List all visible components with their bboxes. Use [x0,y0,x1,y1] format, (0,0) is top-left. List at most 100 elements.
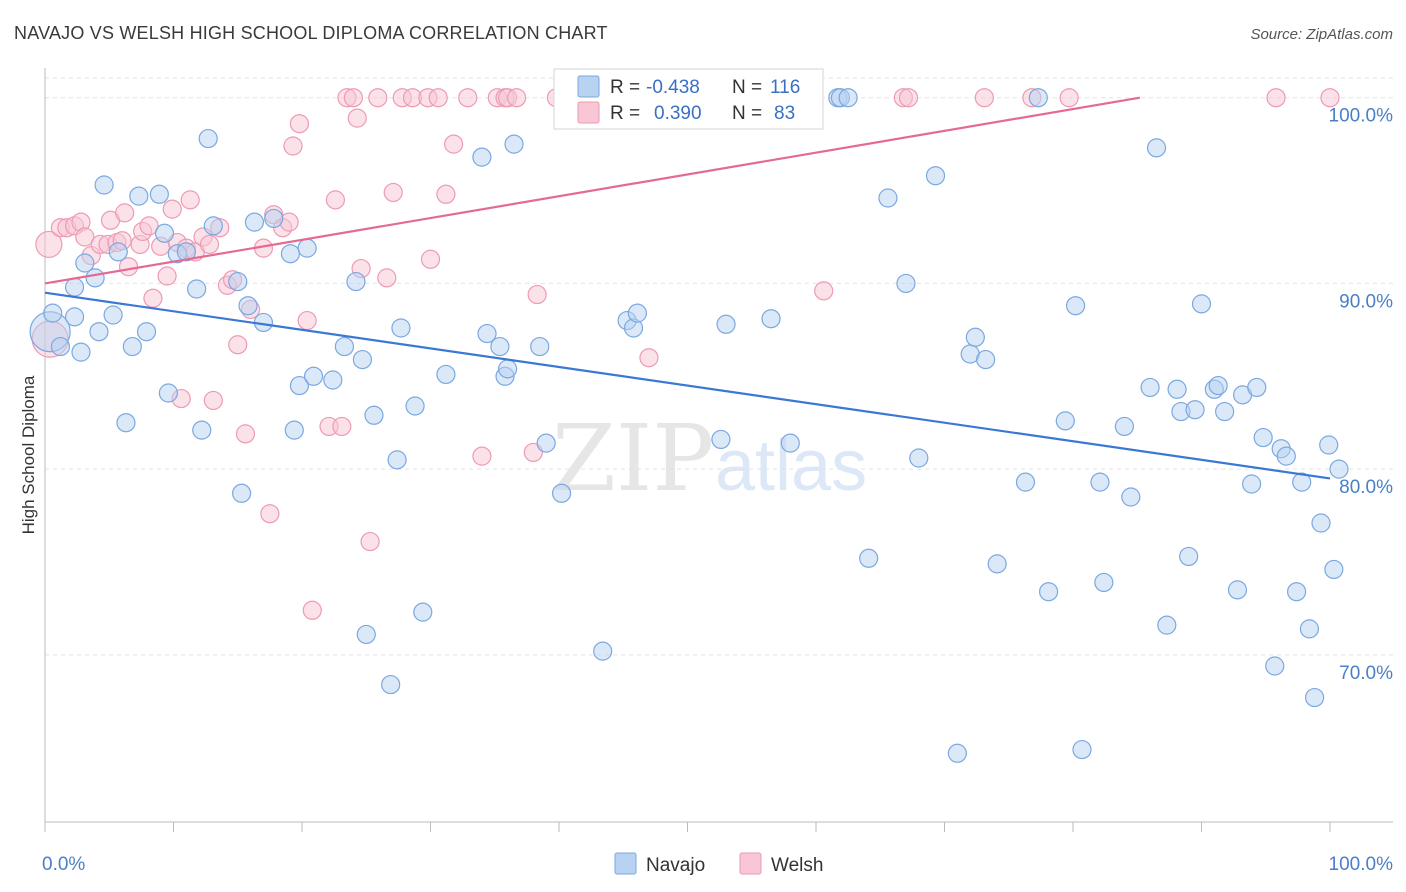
welsh-trend-line [44,96,1141,285]
series-legend-welsh-label: Welsh [771,855,823,876]
stats-legend-navajo-r-label: R = [610,77,640,98]
welsh-point-64 [472,446,492,466]
welsh-point-47 [332,416,352,437]
welsh-point-29 [203,390,223,411]
welsh-point-83 [1320,88,1340,108]
welsh-point-70 [527,284,547,305]
navajo-point-110 [1299,619,1320,639]
navajo-point-33 [289,375,310,396]
navajo-point-39 [352,349,372,370]
navajo-point-90 [1146,138,1167,158]
welsh-point-49 [343,88,363,108]
navajo-point-25 [228,271,248,292]
navajo-point-73 [925,166,946,186]
navajo-point-84 [1072,739,1092,760]
navajo-point-30 [264,208,284,229]
navajo-point-103 [1247,377,1267,398]
navajo-point-74 [947,743,967,763]
navajo-point-4 [64,277,85,297]
navajo-point-100 [1227,580,1248,600]
navajo-point-57 [593,641,613,661]
navajo-point-85 [1090,472,1110,492]
navajo-point-27 [238,296,258,316]
navajo-point-111 [1304,687,1325,708]
navajo-point-112 [1311,513,1331,533]
welsh-point-81 [1059,88,1079,108]
navajo-point-16 [149,184,169,204]
welsh-point-17 [139,216,159,236]
welsh-point-78 [898,88,919,108]
navajo-point-31 [280,244,301,264]
welsh-point-20 [157,266,177,286]
navajo-point-65 [780,433,800,453]
series-legend: Navajo Welsh [614,852,823,876]
welsh-point-61 [436,184,456,204]
navajo-point-107 [1276,446,1296,466]
navajo-point-88 [1121,487,1141,507]
welsh-point-42 [289,114,310,134]
navajo-point-9 [94,175,114,195]
navajo-point-98 [1208,375,1228,396]
navajo-point-14 [129,186,149,206]
chart-title: NAVAJO VS WELSH HIGH SCHOOL DIPLOMA CORR… [14,23,608,43]
navajo-point-54 [530,336,550,357]
stats-legend-welsh-r-label: R = [610,103,640,124]
series-legend-welsh-swatch [739,852,762,875]
y-tick-label-0: 70.0% [1339,663,1393,684]
chart-source: Source: ZipAtlas.com [1250,26,1393,43]
y-tick-label-1: 80.0% [1339,477,1393,498]
navajo-point-45 [405,396,425,416]
navajo-point-68 [838,88,858,108]
welsh-point-68 [506,88,527,108]
navajo-point-52 [498,359,518,379]
navajo-point-78 [987,554,1007,574]
navajo-point-105 [1265,656,1285,676]
stats-legend-navajo-n-value: 116 [770,77,800,98]
navajo-point-99 [1215,401,1235,422]
welsh-point-63 [458,88,478,108]
navajo-point-114 [1324,559,1344,580]
navajo-series [29,88,1349,763]
stats-legend-welsh-n-label: N = [732,103,762,124]
x-tick-label-1: 100.0% [1329,854,1394,875]
welsh-point-62 [444,134,464,154]
navajo-point-72 [909,448,929,468]
navajo-point-10 [103,305,123,325]
navajo-point-80 [1028,88,1048,108]
welsh-point-21 [162,199,182,219]
welsh-point-33 [228,335,248,355]
welsh-point-74 [639,348,659,368]
navajo-point-11 [108,242,128,262]
navajo-point-13 [122,336,142,357]
navajo-point-17 [154,223,175,243]
welsh-point-54 [377,268,397,288]
welsh-point-43 [297,310,317,331]
navajo-point-37 [334,336,355,357]
series-legend-navajo-swatch [614,852,637,875]
navajo-point-40 [356,624,376,645]
stats-legend-welsh-r-value: 0.390 [654,103,702,124]
welsh-point-44 [302,600,322,620]
navajo-point-55 [536,433,556,453]
y-tick-labels: 70.0% 80.0% 90.0% 100.0% [1329,106,1394,684]
navajo-point-49 [477,323,497,344]
navajo-point-108 [1286,582,1307,602]
welsh-point-25 [180,190,200,210]
navajo-point-2 [50,336,71,357]
navajo-point-89 [1140,377,1160,398]
y-axis-label: High School Diploma [19,375,38,534]
navajo-point-8 [89,322,109,342]
stats-legend-welsh-swatch [577,101,600,124]
navajo-point-42 [381,674,401,695]
welsh-point-59 [420,249,441,269]
navajo-point-44 [391,318,411,338]
navajo-point-12 [116,413,136,433]
navajo-point-5 [71,342,91,362]
navajo-point-69 [859,548,879,568]
welsh-point-52 [360,531,380,552]
navajo-point-71 [896,273,916,294]
navajo-point-7 [85,268,105,288]
welsh-point-55 [383,182,403,203]
navajo-point-102 [1242,474,1262,494]
y-tick-label-2: 90.0% [1339,291,1393,312]
